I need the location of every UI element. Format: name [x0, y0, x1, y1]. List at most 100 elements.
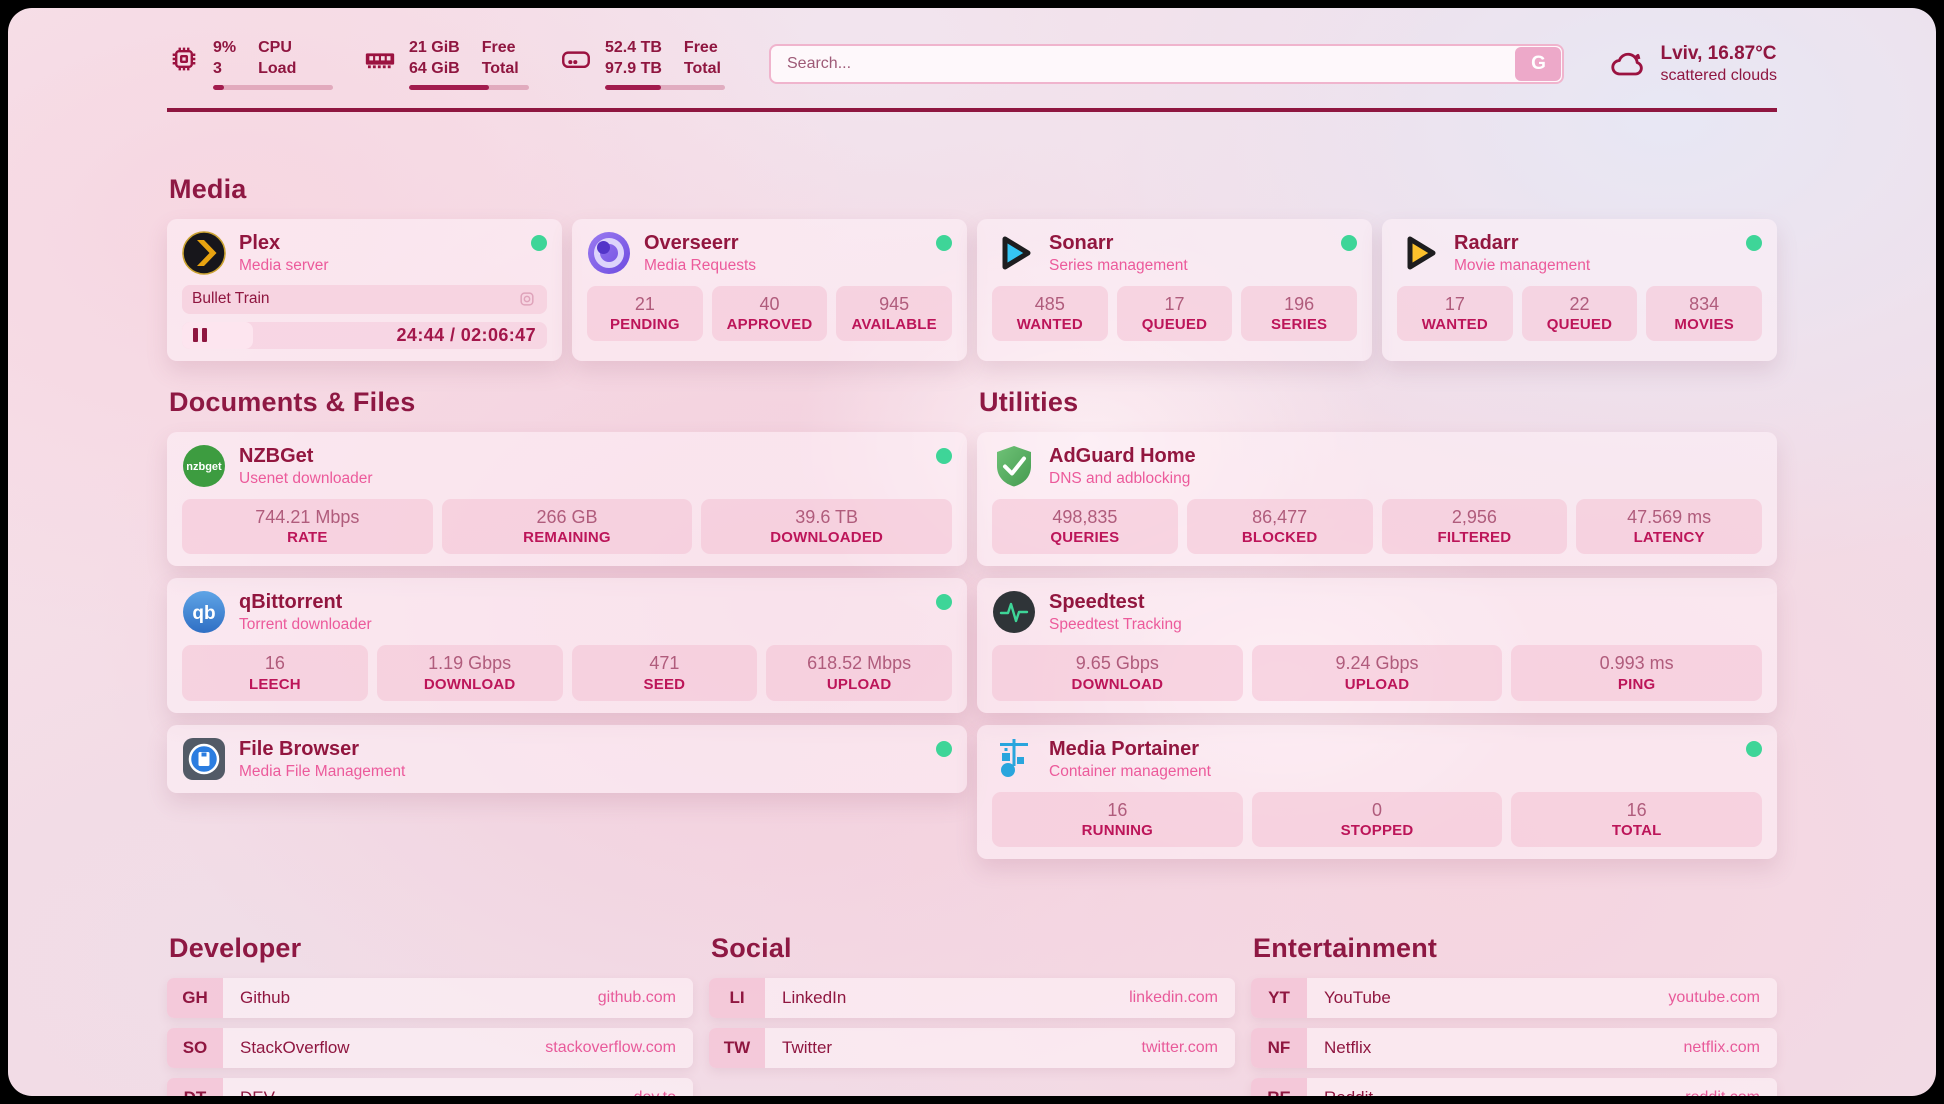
portainer-card[interactable]: Media Portainer Container management 16 … — [977, 724, 1777, 860]
qbittorrent-stat-download: 1.19 Gbps DOWNLOAD — [376, 645, 563, 701]
developer-section-title: Developer — [169, 933, 302, 964]
nzbget-stat-rate: 744.21 Mbps RATE — [182, 498, 433, 555]
portainer-icon — [992, 737, 1036, 781]
top-bar: 9% 3 CPU Load — [167, 38, 1777, 90]
overseerr-name: Overseerr — [644, 231, 739, 254]
social-section-title: Social — [711, 933, 792, 964]
cpu-chip-icon — [167, 42, 201, 76]
sonarr-icon — [992, 231, 1036, 275]
storage-total-label: Total — [683, 59, 721, 77]
qbittorrent-description: Torrent downloader — [239, 616, 372, 634]
github-abbr: GH — [167, 978, 223, 1019]
nzbget-status-dot — [936, 447, 952, 464]
memory-stat: 21 GiB 64 GiB Free Total — [363, 38, 529, 90]
media-section: Media Plex Media server — [167, 174, 1777, 361]
portainer-name: Media Portainer — [1049, 737, 1200, 760]
adguard-stat-latency: 47.569 ms LATENCY — [1576, 498, 1762, 555]
developer-section: Developer GH Github github.com SO StackO… — [167, 933, 693, 1096]
link-linkedin[interactable]: LI LinkedIn linkedin.com — [709, 978, 1235, 1019]
qbittorrent-stat-upload: 618.52 Mbps UPLOAD — [766, 645, 952, 701]
cpu-stat: 9% 3 CPU Load — [167, 38, 333, 90]
link-twitter[interactable]: TW Twitter twitter.com — [709, 1028, 1235, 1069]
memory-progress-bar — [409, 84, 529, 90]
plex-icon — [182, 230, 226, 275]
link-github[interactable]: GH Github github.com — [167, 978, 693, 1019]
documents-section-title: Documents & Files — [169, 386, 416, 417]
overseerr-card[interactable]: Overseerr Media Requests 21 PENDING 40 A… — [572, 218, 967, 361]
nzbget-name: NZBGet — [239, 444, 314, 467]
sonarr-stat-series: 196 SERIES — [1241, 285, 1357, 342]
overseerr-status-dot — [936, 234, 952, 251]
sonarr-card[interactable]: Sonarr Series management 485 WANTED 17 Q… — [977, 218, 1372, 361]
link-youtube[interactable]: YT YouTube youtube.com — [1251, 978, 1777, 1019]
filebrowser-icon — [182, 737, 226, 781]
adguard-stat-queries: 498,835 QUERIES — [992, 498, 1178, 555]
speedtest-icon — [992, 590, 1036, 634]
radarr-description: Movie management — [1454, 256, 1591, 274]
plex-card[interactable]: Plex Media server Bullet Train — [167, 218, 562, 361]
cloud-icon — [1608, 44, 1648, 84]
portainer-stat-running: 16 RUNNING — [992, 791, 1243, 848]
ram-icon — [363, 42, 397, 76]
search-input[interactable] — [769, 43, 1565, 84]
adguard-name: AdGuard Home — [1049, 444, 1196, 467]
link-dev[interactable]: DT DEV dev.to — [167, 1078, 693, 1096]
portainer-description: Container management — [1049, 762, 1211, 780]
radarr-status-dot — [1746, 234, 1762, 251]
cpu-usage-value: 9% — [213, 39, 237, 56]
overseerr-description: Media Requests — [644, 256, 757, 274]
memory-free-value: 21 GiB — [409, 39, 460, 56]
filebrowser-card[interactable]: File Browser Media File Management — [167, 724, 967, 793]
plex-now-playing-row: Bullet Train — [182, 284, 547, 314]
filebrowser-status-dot — [936, 740, 952, 757]
sonarr-stat-wanted: 485 WANTED — [992, 285, 1108, 342]
pause-icon[interactable] — [193, 328, 207, 343]
plex-name: Plex — [239, 231, 281, 254]
header-divider — [167, 107, 1777, 112]
nzbget-stat-remaining: 266 GB REMAINING — [441, 498, 693, 555]
adguard-card[interactable]: AdGuard Home DNS and adblocking 498,835 … — [977, 431, 1777, 567]
portainer-status-dot — [1746, 740, 1762, 757]
adguard-description: DNS and adblocking — [1049, 469, 1191, 487]
link-reddit[interactable]: RE Reddit reddit.com — [1251, 1078, 1777, 1096]
link-stackoverflow[interactable]: SO StackOverflow stackoverflow.com — [167, 1028, 693, 1069]
overseerr-stat-pending: 21 PENDING — [587, 285, 703, 342]
qbittorrent-card[interactable]: qb qBittorrent Torrent downloader 16 LEE… — [167, 578, 967, 713]
sonarr-description: Series management — [1049, 256, 1188, 274]
session-camera-icon — [517, 289, 537, 309]
hard-drive-icon — [559, 42, 593, 76]
radarr-name: Radarr — [1454, 231, 1519, 254]
nzbget-icon: nzbget — [182, 444, 226, 488]
sonarr-stat-queued: 17 QUEUED — [1116, 285, 1233, 342]
radarr-stat-movies: 834 MOVIES — [1646, 285, 1762, 342]
svg-text:qb: qb — [192, 603, 215, 624]
system-stats: 9% 3 CPU Load — [167, 38, 725, 90]
portainer-stat-stopped: 0 STOPPED — [1251, 791, 1503, 848]
storage-free-label: Free — [683, 39, 718, 56]
link-netflix[interactable]: NF Netflix netflix.com — [1251, 1028, 1777, 1069]
nzbget-card[interactable]: nzbget NZBGet Usenet downloader 744.21 M… — [167, 431, 967, 567]
entertainment-section: Entertainment YT YouTube youtube.com NF … — [1251, 933, 1777, 1096]
cpu-progress-bar — [213, 84, 333, 90]
qbittorrent-icon: qb — [182, 590, 226, 634]
storage-free-value: 52.4 TB — [605, 39, 662, 56]
speedtest-card[interactable]: Speedtest Speedtest Tracking 9.65 Gbps D… — [977, 578, 1777, 713]
filebrowser-name: File Browser — [239, 737, 360, 760]
utilities-section-title: Utilities — [979, 386, 1079, 417]
plex-description: Media server — [239, 256, 329, 274]
reddit-abbr: RE — [1251, 1078, 1307, 1096]
twitter-abbr: TW — [709, 1028, 765, 1069]
radarr-card[interactable]: Radarr Movie management 17 WANTED 22 QUE… — [1382, 218, 1777, 361]
search-engine-button[interactable]: G — [1515, 46, 1562, 81]
search-bar: G — [769, 43, 1565, 84]
overseerr-stat-approved: 40 APPROVED — [711, 285, 828, 342]
speedtest-name: Speedtest — [1049, 591, 1145, 614]
weather-summary: Lviv, 16.87°C — [1660, 42, 1777, 64]
qbittorrent-stat-leech: 16 LEECH — [182, 645, 368, 701]
weather-widget: Lviv, 16.87°C scattered clouds — [1608, 42, 1777, 86]
linkedin-abbr: LI — [709, 978, 765, 1019]
speedtest-description: Speedtest Tracking — [1049, 616, 1182, 634]
cpu-load-label: Load — [258, 59, 297, 77]
overseerr-icon — [587, 231, 631, 275]
memory-free-label: Free — [481, 39, 516, 56]
